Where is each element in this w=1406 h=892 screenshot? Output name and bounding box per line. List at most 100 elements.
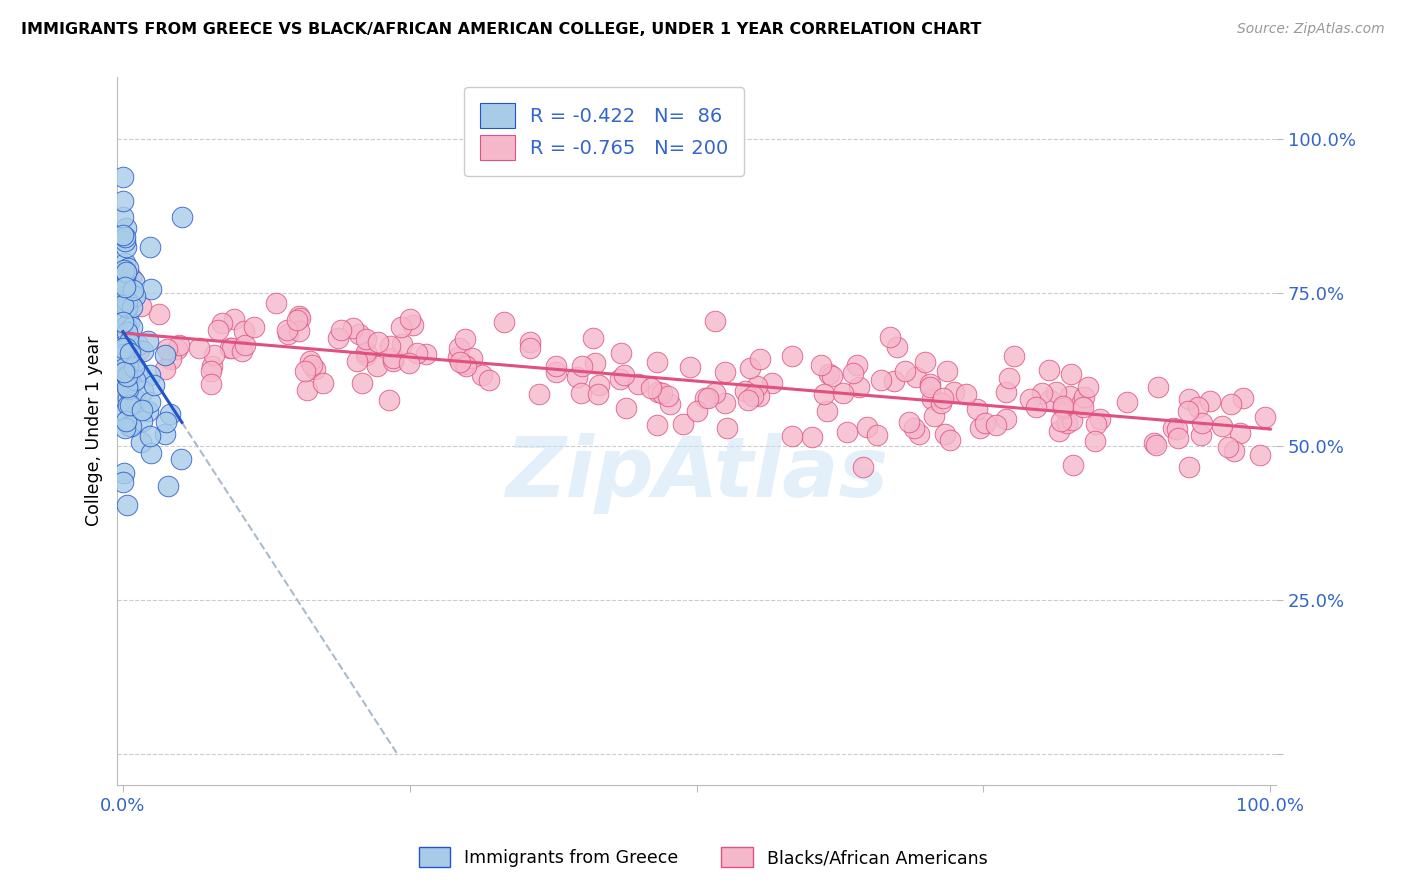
Point (588, 377, 610, 392)
Point (118, 334, 141, 349)
Text: Source: ZipAtlas.com: Source: ZipAtlas.com (1237, 22, 1385, 37)
Point (170, 452, 193, 467)
Point (342, 320, 364, 334)
Point (114, 230, 136, 244)
Point (124, 360, 146, 375)
Point (115, 414, 138, 428)
Point (738, 361, 761, 376)
Point (1199, 394, 1222, 409)
Point (1249, 448, 1271, 462)
Point (111, 211, 134, 225)
Point (112, 194, 135, 208)
Point (112, 263, 135, 277)
Point (894, 364, 917, 378)
Point (277, 326, 299, 341)
Point (855, 420, 877, 434)
Point (1177, 459, 1199, 474)
Point (1062, 458, 1084, 472)
Point (295, 383, 318, 397)
Point (934, 426, 956, 441)
Point (908, 427, 931, 442)
Point (285, 312, 308, 326)
Point (519, 341, 541, 355)
Point (125, 365, 148, 379)
Point (583, 356, 606, 370)
Point (115, 368, 138, 383)
Point (122, 360, 145, 375)
Point (848, 380, 870, 394)
Point (132, 384, 155, 399)
Point (356, 345, 378, 359)
Point (354, 348, 377, 362)
Point (569, 386, 592, 401)
Text: IMMIGRANTS FROM GREECE VS BLACK/AFRICAN AMERICAN COLLEGE, UNDER 1 YEAR CORRELATI: IMMIGRANTS FROM GREECE VS BLACK/AFRICAN … (21, 22, 981, 37)
Point (1059, 390, 1081, 404)
Point (121, 418, 143, 433)
Point (645, 418, 668, 433)
Point (974, 417, 997, 431)
Point (118, 346, 141, 360)
Point (1220, 397, 1243, 411)
Point (111, 315, 134, 329)
Point (114, 269, 136, 284)
Point (148, 307, 170, 321)
Point (821, 369, 844, 384)
Point (118, 418, 141, 433)
Point (742, 389, 765, 403)
Point (995, 411, 1018, 425)
Point (118, 315, 141, 329)
Point (402, 318, 425, 332)
Point (166, 342, 188, 356)
Point (138, 395, 160, 409)
Point (1070, 397, 1092, 411)
Point (329, 323, 352, 337)
Point (1060, 367, 1083, 381)
Point (124, 289, 146, 303)
Point (415, 347, 437, 361)
Point (449, 355, 471, 369)
Point (918, 377, 941, 392)
Point (128, 343, 150, 357)
Point (1229, 425, 1251, 440)
Point (118, 369, 141, 384)
Point (366, 359, 388, 373)
Point (143, 377, 166, 392)
Point (1085, 417, 1108, 431)
Point (381, 351, 404, 366)
Point (1052, 400, 1074, 414)
Point (115, 318, 138, 333)
Point (131, 403, 153, 417)
Point (201, 359, 224, 374)
Point (115, 294, 138, 309)
Point (1177, 403, 1199, 417)
Point (460, 351, 482, 365)
Point (112, 341, 135, 355)
Point (112, 169, 135, 184)
Point (932, 391, 955, 405)
Point (1163, 421, 1185, 435)
Point (122, 283, 145, 297)
Point (527, 387, 550, 401)
Point (1144, 437, 1167, 451)
Point (716, 421, 738, 435)
Point (734, 384, 756, 398)
Point (1232, 391, 1254, 405)
Point (478, 373, 501, 387)
Point (115, 220, 138, 235)
Point (139, 368, 162, 382)
Point (398, 356, 420, 370)
Point (276, 322, 298, 336)
Point (815, 404, 838, 418)
Point (114, 278, 136, 293)
Point (492, 315, 515, 329)
Point (1031, 386, 1053, 401)
Point (903, 421, 925, 435)
Point (627, 376, 650, 391)
Point (200, 376, 222, 391)
Point (207, 323, 229, 337)
Point (243, 320, 266, 334)
Point (693, 391, 716, 405)
Point (852, 459, 875, 474)
Point (810, 359, 832, 373)
Point (870, 373, 893, 387)
